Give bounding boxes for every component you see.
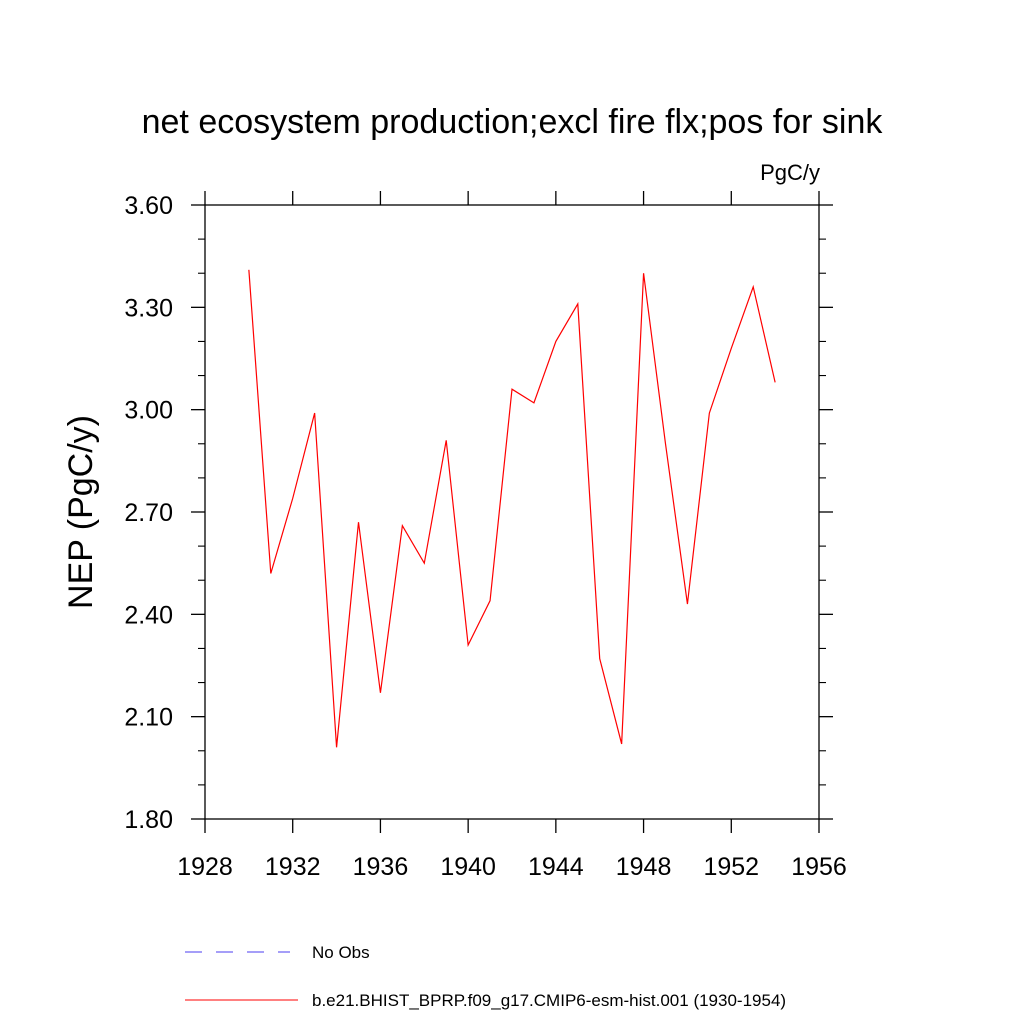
y-tick-label: 3.60 <box>124 192 173 220</box>
x-tick-label: 1948 <box>616 853 672 881</box>
x-tick-label: 1944 <box>528 853 584 881</box>
x-tick-label: 1932 <box>265 853 321 881</box>
y-tick-label: 2.40 <box>124 601 173 629</box>
legend-label: No Obs <box>312 943 370 962</box>
series-lines <box>248 269 776 748</box>
legend-label: b.e21.BHIST_BPRP.f09_g17.CMIP6-esm-hist.… <box>312 991 786 1010</box>
x-tick-label: 1928 <box>177 853 233 881</box>
y-axis-label: NEP (PgC/y) <box>62 415 100 609</box>
units-label: PgC/y <box>760 160 820 185</box>
y-tick-label: 2.10 <box>124 704 173 732</box>
x-tick-label: 1952 <box>703 853 759 881</box>
y-tick-label: 3.00 <box>124 397 173 425</box>
x-tick-label: 1936 <box>353 853 409 881</box>
legend: No Obs b.e21.BHIST_BPRP.f09_g17.CMIP6-esm… <box>185 943 786 1010</box>
series-line <box>248 269 776 748</box>
axis-ticks <box>191 191 833 833</box>
chart-title: net ecosystem production;excl fire flx;p… <box>142 103 884 141</box>
y-tick-label: 2.70 <box>124 499 173 527</box>
plot-frame <box>204 204 820 820</box>
x-tick-label: 1956 <box>791 853 847 881</box>
x-tick-label: 1940 <box>440 853 496 881</box>
tick-labels: 1928 1932 1936 1940 1944 1948 1952 1956 1.80 2.10… <box>124 192 846 881</box>
y-tick-label: 3.30 <box>124 294 173 322</box>
y-tick-label: 1.80 <box>124 806 173 834</box>
